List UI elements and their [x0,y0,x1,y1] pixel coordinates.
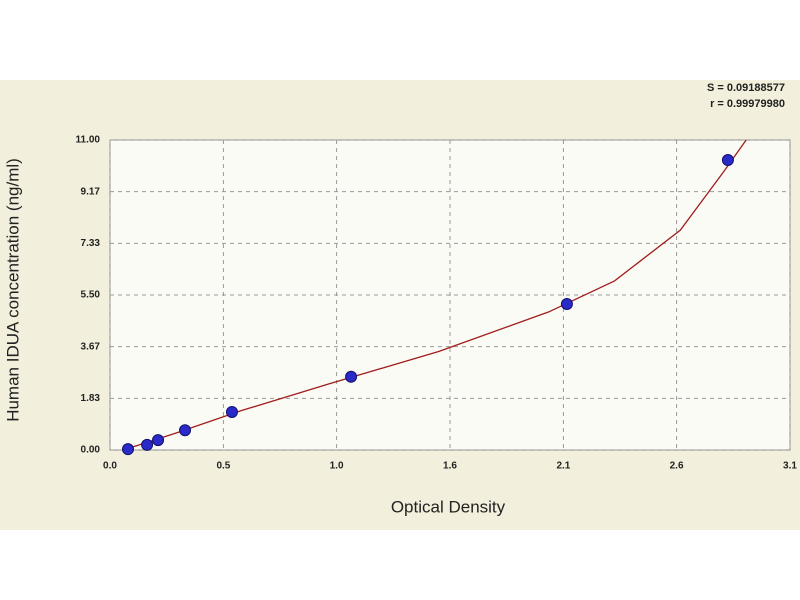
x-tick-label: 1.6 [443,461,457,472]
data-point [121,443,134,456]
x-tick-label: 2.6 [670,461,684,472]
y-tick-label: 9.17 [81,186,101,197]
x-tick-label: 0.0 [103,461,117,472]
annotation: S = 0.09188577 [707,82,785,94]
y-tick-label: 0.00 [81,445,101,456]
data-point [141,438,154,451]
data-point [345,370,358,383]
data-point [225,405,238,418]
data-point [152,434,165,447]
annotation: r = 0.99979980 [710,98,785,110]
y-axis-title: Human IDUA concentration (ng/ml) [3,158,22,422]
x-axis-title: Optical Density [391,497,506,516]
x-tick-label: 0.5 [216,461,230,472]
x-tick-label: 2.1 [556,461,570,472]
y-tick-label: 7.33 [81,238,101,249]
y-tick-label: 1.83 [81,393,101,404]
data-point [721,154,734,167]
y-tick-label: 11.00 [76,135,101,146]
data-point [560,298,573,311]
x-tick-label: 3.1 [783,461,797,472]
x-tick-label: 1.0 [330,461,344,472]
data-point [179,424,192,437]
fit-curve [122,140,747,450]
y-tick-label: 3.67 [81,341,101,352]
y-tick-label: 5.50 [81,290,101,301]
